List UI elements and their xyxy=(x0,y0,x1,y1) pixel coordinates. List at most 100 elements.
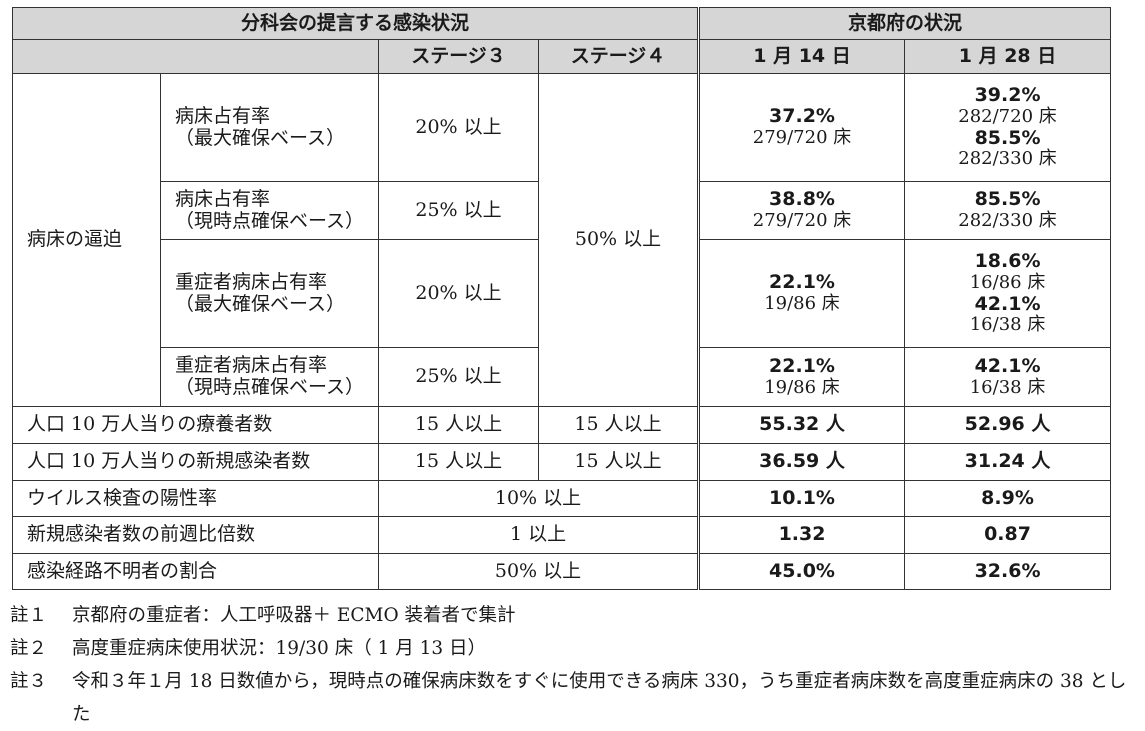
row-label: 病床占有率 （現時点確保ベース） xyxy=(160,181,379,240)
jan14-number: 1.32 xyxy=(778,523,826,546)
jan14-value: 36.59 人 xyxy=(697,443,906,481)
jan28-value: 18.6% 16/86 床 42.1% 16/38 床 xyxy=(904,239,1112,348)
group-header-kyoto: 京都府の状況 xyxy=(697,7,1112,40)
row-label: 新規感染者数の前週比倍数 xyxy=(12,516,379,554)
table-row: 人口 10 万人当りの療養者数 15 人以上 15 人以上 55.32 人 52… xyxy=(12,406,1112,444)
jan14-value: 37.2% 279/720 床 xyxy=(697,73,906,182)
stage3-value: 15 人以上 xyxy=(378,443,539,481)
jan28-beds-alt: 16/38 床 xyxy=(969,314,1046,336)
jan14-value: 55.32 人 xyxy=(697,406,906,444)
table-row: 人口 10 万人当りの新規感染者数 15 人以上 15 人以上 36.59 人 … xyxy=(12,443,1112,481)
jan28-value: 8.9% xyxy=(904,480,1112,517)
footnote-text: 高度重症病床使用状況：19/30 床（ 1 月 13 日） xyxy=(72,638,487,659)
stage4-value: 15 人以上 xyxy=(537,406,700,444)
jan28-value: 42.1% 16/38 床 xyxy=(904,347,1112,407)
stage3-value: 20% 以上 xyxy=(378,73,539,182)
row-label: 人口 10 万人当りの新規感染者数 xyxy=(12,443,379,481)
jan14-rate: 37.2% xyxy=(769,105,835,128)
table-row: 重症者病床占有率 （最大確保ベース） 20% 以上 22.1% 19/86 床 … xyxy=(13,239,1112,348)
row-label-line1: 重症者病床占有率 xyxy=(175,270,328,293)
jan14-beds: 279/720 床 xyxy=(752,127,852,149)
row-label-line2: （現時点確保ベース） xyxy=(175,376,365,398)
table-row: 病床の逼迫 病床占有率 （最大確保ベース） 20% 以上 50% 以上 37.2… xyxy=(12,73,1112,407)
footnote-label: 註３ xyxy=(10,671,48,692)
row-label: 病床占有率 （最大確保ベース） xyxy=(160,73,379,182)
jan14-number: 45.0% xyxy=(769,559,835,582)
jan14-number: 55.32 人 xyxy=(759,413,845,436)
table-row: 新規感染者数の前週比倍数 1 以上 1.32 0.87 xyxy=(12,516,1112,554)
row-label-line2: （現時点確保ベース） xyxy=(175,209,365,232)
jan28-number: 32.6% xyxy=(974,559,1041,582)
jan28-number: 8.9% xyxy=(981,486,1034,509)
jan14-beds: 19/86 床 xyxy=(764,376,840,398)
jan28-beds: 16/38 床 xyxy=(969,376,1046,398)
jan28-rate: 18.6% xyxy=(974,249,1041,272)
stage4-hospital-value: 50% 以上 xyxy=(537,73,700,407)
footnote-1: 註１ 京都府の重症者：人工呼吸器＋ ECMO 装着者で集計 xyxy=(10,599,1135,632)
jan14-value: 1.32 xyxy=(697,516,906,554)
jan14-rate: 22.1% xyxy=(769,354,835,377)
jan28-number: 0.87 xyxy=(984,523,1031,546)
jan28-rate-alt: 85.5% xyxy=(974,126,1041,149)
jan28-value: 85.5% 282/330 床 xyxy=(904,181,1112,240)
stage34-value: 1 以上 xyxy=(377,516,700,554)
jan28-rate: 42.1% xyxy=(974,354,1041,377)
row-label: 重症者病床占有率 （現時点確保ベース） xyxy=(160,347,379,407)
jan28-value: 32.6% xyxy=(904,553,1112,590)
stage3-value: 25% 以上 xyxy=(378,181,539,240)
jan14-value: 45.0% xyxy=(697,553,906,590)
jan28-beds: 282/330 床 xyxy=(958,210,1057,232)
jan28-rate: 85.5% xyxy=(974,188,1041,211)
jan28-beds-alt: 282/330 床 xyxy=(958,148,1057,170)
table-row: 感染経路不明者の割合 50% 以上 45.0% 32.6% xyxy=(12,553,1112,590)
sub-header-row: ステージ３ ステージ４ 1 月 14 日 1 月 28 日 xyxy=(12,39,1112,74)
row-label-line2: （最大確保ベース） xyxy=(175,292,346,315)
row-label-line1: 重症者病床占有率 xyxy=(175,354,328,377)
header-blank-cell xyxy=(12,39,379,74)
jan14-number: 10.1% xyxy=(769,486,835,509)
row-label: 感染経路不明者の割合 xyxy=(12,553,379,590)
header-date-jan14: 1 月 14 日 xyxy=(697,39,906,74)
footnote-label: 註２ xyxy=(10,638,48,659)
jan14-beds: 19/86 床 xyxy=(764,293,840,315)
row-label: 重症者病床占有率 （最大確保ベース） xyxy=(160,239,379,348)
jan28-beds: 16/86 床 xyxy=(969,271,1046,293)
jan28-value: 39.2% 282/720 床 85.5% 282/330 床 xyxy=(904,73,1112,182)
footnotes: 註１ 京都府の重症者：人工呼吸器＋ ECMO 装着者で集計 註２ 高度重症病床使… xyxy=(10,599,1135,731)
row-label: 人口 10 万人当りの療養者数 xyxy=(12,406,379,444)
row-label-line1: 病床占有率 xyxy=(175,104,271,127)
jan14-value: 10.1% xyxy=(697,480,906,517)
jan28-value: 0.87 xyxy=(904,516,1112,554)
jan14-number: 36.59 人 xyxy=(759,450,845,473)
jan28-value: 52.96 人 xyxy=(904,406,1112,444)
footnote-label: 註１ xyxy=(10,605,48,626)
jan14-beds: 279/720 床 xyxy=(752,210,852,232)
stage3-value: 20% 以上 xyxy=(378,239,539,348)
header-date-jan28: 1 月 28 日 xyxy=(904,39,1112,74)
jan14-rate: 22.1% xyxy=(769,271,835,294)
header-stage3: ステージ３ xyxy=(378,39,539,74)
category-hospital-tightness: 病床の逼迫 xyxy=(12,73,161,407)
jan14-rate: 38.8% xyxy=(769,188,835,211)
jan14-value: 22.1% 19/86 床 xyxy=(697,239,906,348)
jan28-number: 31.24 人 xyxy=(964,450,1051,473)
footnote-text: 京都府の重症者：人工呼吸器＋ ECMO 装着者で集計 xyxy=(72,605,516,626)
stage3-value: 25% 以上 xyxy=(378,347,539,407)
row-label-line2: （最大確保ベース） xyxy=(175,126,346,149)
footnote-2: 註２ 高度重症病床使用状況：19/30 床（ 1 月 13 日） xyxy=(10,632,1135,665)
jan28-number: 52.96 人 xyxy=(964,413,1051,436)
row-label-line1: 病床占有率 xyxy=(175,187,271,210)
group-header-proposal: 分科会の提言する感染状況 xyxy=(11,7,700,40)
jan28-rate: 39.2% xyxy=(974,83,1041,106)
footnote-3: 註３ 令和３年１月 18 日数値から，現時点の確保病床数をすぐに使用できる病床 … xyxy=(10,665,1135,731)
jan14-value: 38.8% 279/720 床 xyxy=(697,181,906,240)
infection-status-table: 分科会の提言する感染状況 京都府の状況 ステージ３ ステージ４ 1 月 14 日… xyxy=(11,7,1112,590)
table-row: ウイルス検査の陽性率 10% 以上 10.1% 8.9% xyxy=(12,480,1112,517)
stage34-value: 10% 以上 xyxy=(377,480,700,517)
jan28-beds: 282/720 床 xyxy=(958,105,1057,127)
stage34-value: 50% 以上 xyxy=(377,553,700,590)
jan28-rate-alt: 42.1% xyxy=(974,292,1041,315)
header-stage4: ステージ４ xyxy=(537,39,700,74)
row-label: ウイルス検査の陽性率 xyxy=(12,480,379,517)
